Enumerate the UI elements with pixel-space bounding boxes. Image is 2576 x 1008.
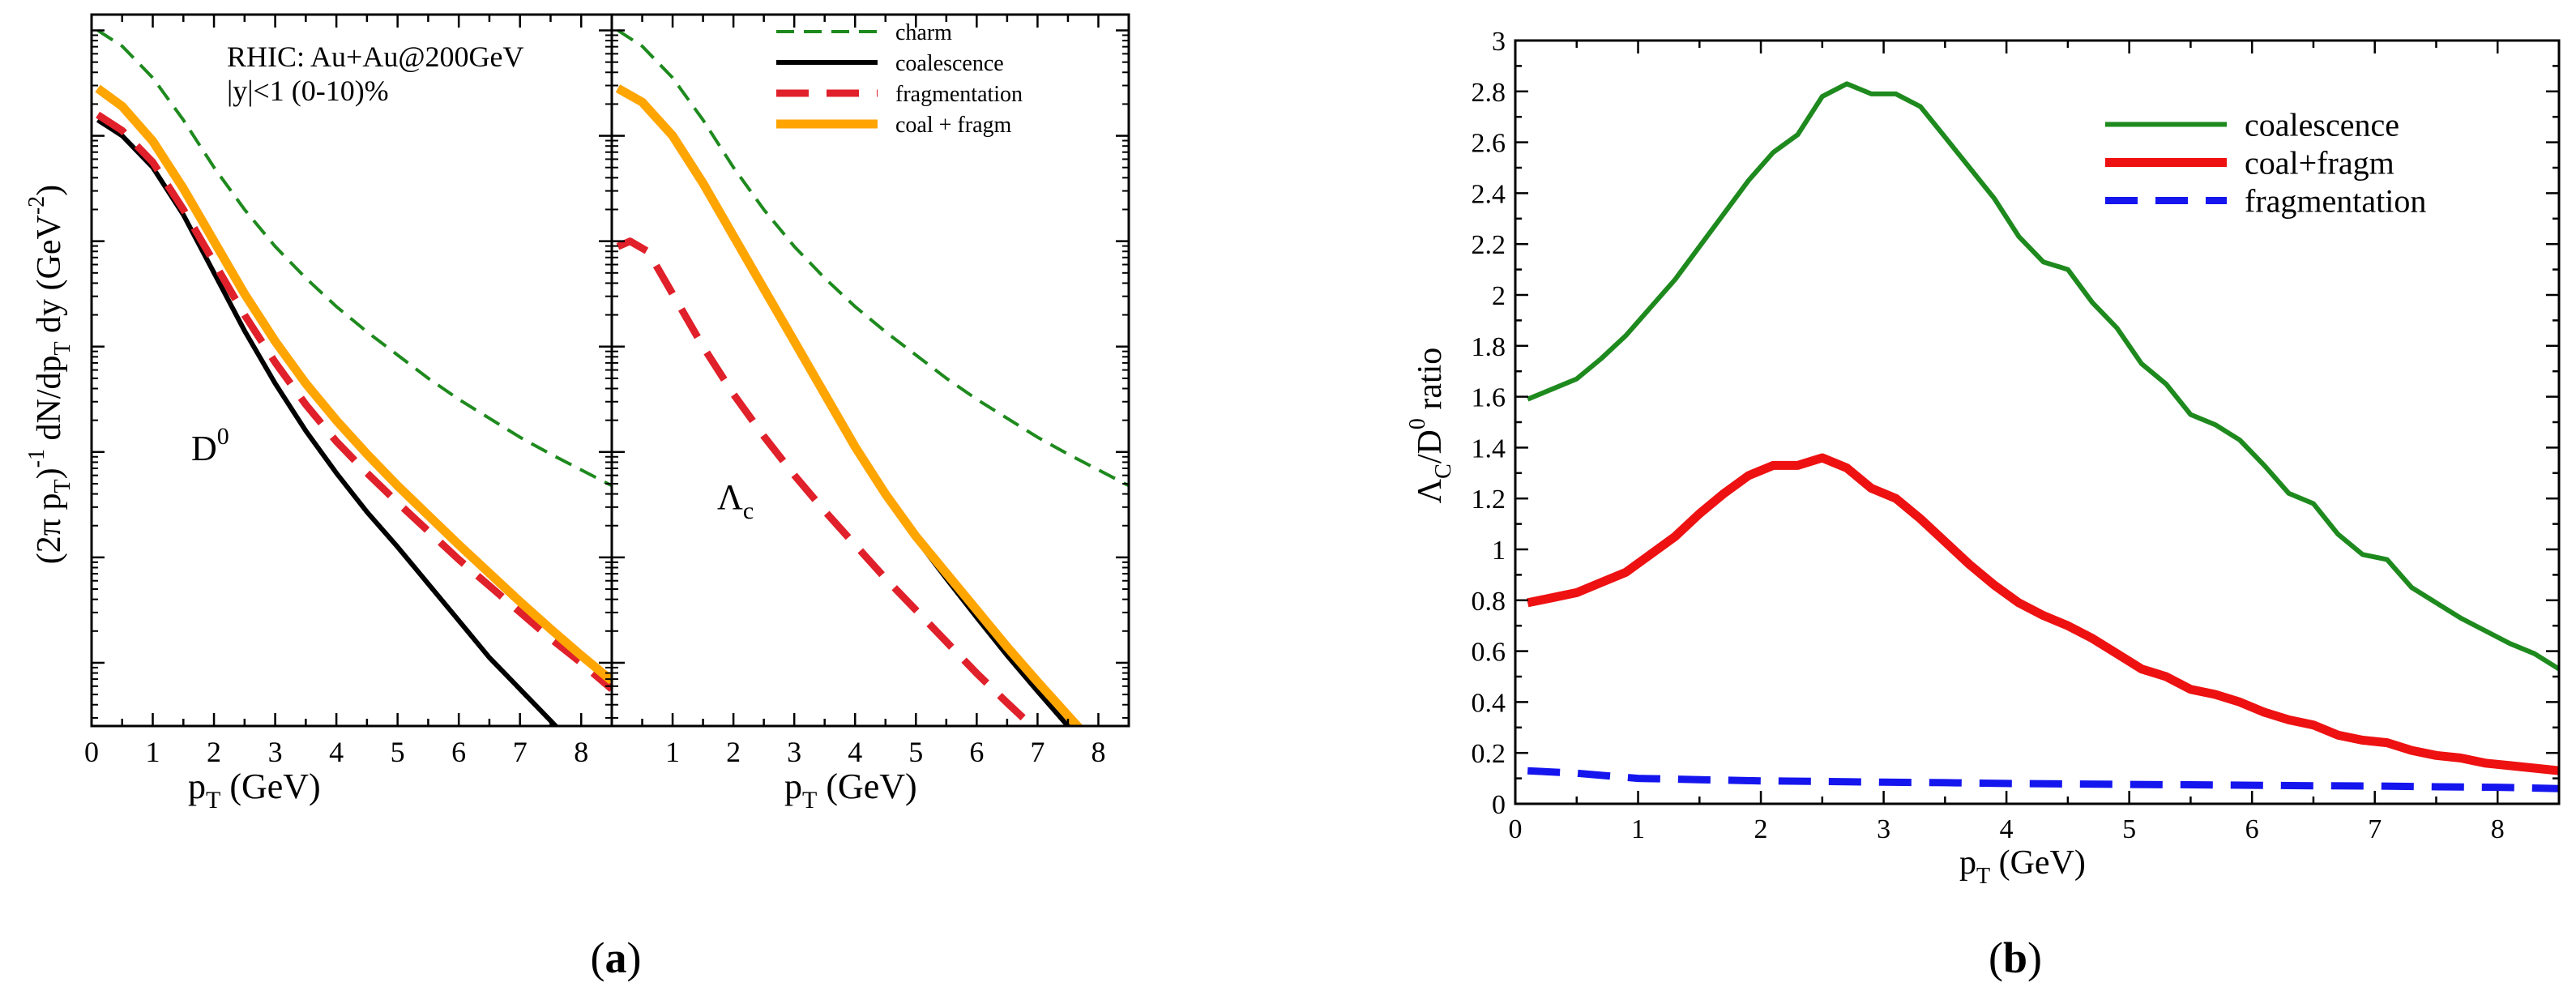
legend-label: fragmentation	[895, 82, 1023, 107]
panel-b-frame	[1514, 39, 2561, 805]
y-tick-label: 2.2	[1472, 230, 1506, 260]
x-tick-label: 0	[1509, 814, 1523, 844]
y-tick-label: 1.8	[1472, 332, 1506, 362]
series-line-fragmentation	[1527, 767, 2559, 792]
x-tick-label: 7	[513, 736, 528, 768]
series-line-coalescence	[1527, 81, 2559, 672]
x-tick-label: 5	[2122, 814, 2136, 844]
series-line-coal-fragm	[615, 84, 1084, 726]
x-tick-label: 4	[848, 736, 862, 768]
y-tick-label: 1.4	[1472, 434, 1506, 463]
series-line-coal-fragm	[1527, 453, 2559, 775]
x-tick-label: 8	[574, 736, 588, 768]
x-tick-label: 4	[329, 736, 344, 768]
x-tick-label: 1	[1631, 814, 1645, 844]
x-tick-label: 7	[1030, 736, 1044, 768]
series-line-coal-fragm	[95, 84, 612, 685]
y-tick-label: 0.8	[1472, 587, 1506, 617]
annotation-rapidity: |y|<1 (0-10)%	[227, 75, 389, 107]
legend-label: charm	[895, 20, 952, 45]
legend-label: coal + fragm	[895, 113, 1012, 138]
x-tick-label: 0	[84, 736, 99, 768]
panel-a-left-lines	[95, 28, 612, 726]
x-tick-label: 3	[1877, 814, 1890, 844]
y-tick-label: 0.6	[1472, 638, 1506, 668]
legend-label: fragmentation	[2245, 183, 2426, 220]
y-tick-label: 3	[1492, 27, 1506, 57]
series-line-charm	[96, 28, 612, 488]
annotation-d0: D0	[191, 423, 229, 468]
y-tick-label: 1.6	[1472, 383, 1506, 413]
panel-a-right-frame	[610, 13, 1130, 728]
y-tick-label: 2.4	[1472, 179, 1506, 209]
x-tick-label: 3	[787, 736, 801, 768]
panel-b-lines	[1527, 81, 2559, 792]
caption-a-letter: a	[605, 933, 627, 982]
y-tick-label: 0.4	[1472, 688, 1506, 718]
panel-a-right-lines	[615, 28, 1129, 726]
y-tick-label: 0	[1492, 790, 1506, 820]
y-tick-label: 2	[1492, 281, 1506, 311]
series-line-fragmentation	[96, 111, 612, 692]
x-tick-label: 4	[2000, 814, 2014, 844]
caption-b: (b)	[1989, 933, 2042, 982]
x-tick-label: 1	[146, 736, 160, 768]
x-tick-label: 8	[2491, 814, 2505, 844]
x-tick-label: 1	[665, 736, 680, 768]
legend-label: coalescence	[2245, 107, 2399, 143]
y-tick-label: 0.2	[1472, 739, 1506, 769]
x-tick-label: 6	[2245, 814, 2259, 844]
series-line-charm	[617, 28, 1129, 488]
legend-label: coal+fragm	[2245, 145, 2394, 182]
y-tick-label: 1.2	[1472, 485, 1506, 515]
y-tick-label: 2.6	[1472, 129, 1506, 159]
caption-a: (a)	[591, 933, 642, 982]
x-tick-label: 5	[908, 736, 923, 768]
panel-a-right-legend: charm coalescence fragmentation coal + frag…	[776, 20, 1023, 138]
panel-b-ratio: 0 1 2 3 4 5 6 7 8 0 0.2 0.4 0.6 0.8 1 1.2 1.4 1.6 1.8 2 2.2 2…	[1405, 27, 2561, 889]
x-tick-label: 7	[2368, 814, 2382, 844]
x-tick-label: 6	[969, 736, 984, 768]
x-tick-label: 2	[207, 736, 221, 768]
x-tick-label: 3	[268, 736, 283, 768]
panel-b-ticks: 0 1 2 3 4 5 6 7 8 0 0.2 0.4 0.6 0.8 1 1.2 1.4 1.6 1.8 2 2.2 2…	[1472, 27, 2561, 844]
x-tick-label: 6	[451, 736, 466, 768]
y-tick-label: 1	[1492, 536, 1506, 566]
y-axis-label-yield: (2π pT)-1 dN/dpT dy (GeV-2)	[24, 185, 75, 564]
x-tick-label: 5	[391, 736, 405, 768]
caption-b-letter: b	[2003, 933, 2027, 982]
panel-b-xlabel: pT (GeV)	[1959, 844, 2086, 889]
annotation-rhic: RHIC: Au+Au@200GeV	[227, 41, 523, 73]
legend-label: coalescence	[895, 51, 1004, 76]
y-tick-label: 2.8	[1472, 78, 1506, 108]
x-tick-label: 8	[1091, 736, 1105, 768]
x-tick-label: 2	[726, 736, 741, 768]
x-tick-label: 2	[1754, 814, 1768, 844]
